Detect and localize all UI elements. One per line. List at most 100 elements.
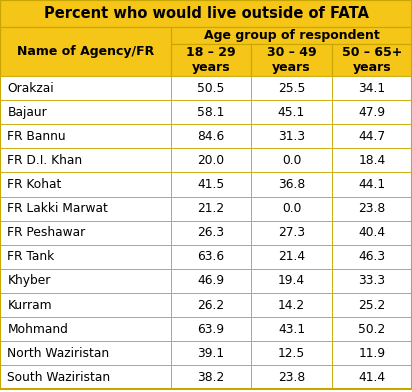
Bar xyxy=(332,245,412,269)
Bar xyxy=(251,341,332,365)
Bar xyxy=(0,269,171,293)
Text: 44.7: 44.7 xyxy=(358,130,385,143)
Text: 25.5: 25.5 xyxy=(278,82,305,94)
Text: 25.2: 25.2 xyxy=(358,299,386,312)
Text: FR Tank: FR Tank xyxy=(7,250,55,263)
Bar xyxy=(332,269,412,293)
Bar xyxy=(171,293,251,317)
Bar xyxy=(0,221,171,245)
Text: 23.8: 23.8 xyxy=(358,202,386,215)
Text: 31.3: 31.3 xyxy=(278,130,305,143)
Bar xyxy=(332,100,412,124)
Text: 12.5: 12.5 xyxy=(278,347,305,360)
Text: 34.1: 34.1 xyxy=(358,82,385,94)
Bar xyxy=(251,365,332,390)
Text: 36.8: 36.8 xyxy=(278,178,305,191)
Text: 0.0: 0.0 xyxy=(282,202,301,215)
Bar xyxy=(171,317,251,341)
Bar xyxy=(332,317,412,341)
Bar xyxy=(171,197,251,221)
Text: 26.2: 26.2 xyxy=(198,299,225,312)
Text: 46.3: 46.3 xyxy=(358,250,385,263)
Bar xyxy=(171,124,251,149)
Text: Kurram: Kurram xyxy=(7,299,52,312)
Bar xyxy=(171,100,251,124)
Text: 46.9: 46.9 xyxy=(198,274,225,287)
Bar xyxy=(251,221,332,245)
Text: 14.2: 14.2 xyxy=(278,299,305,312)
Text: 39.1: 39.1 xyxy=(198,347,225,360)
Bar xyxy=(0,100,171,124)
Bar xyxy=(0,293,171,317)
Text: 43.1: 43.1 xyxy=(278,323,305,336)
Bar xyxy=(171,245,251,269)
Text: 44.1: 44.1 xyxy=(358,178,385,191)
Text: 21.2: 21.2 xyxy=(198,202,225,215)
Bar xyxy=(332,44,412,76)
Text: FR Peshawar: FR Peshawar xyxy=(7,226,86,239)
Bar xyxy=(171,76,251,100)
Bar xyxy=(332,221,412,245)
Text: 38.2: 38.2 xyxy=(197,371,225,384)
Text: FR Lakki Marwat: FR Lakki Marwat xyxy=(7,202,108,215)
Bar xyxy=(0,0,412,27)
Text: FR Kohat: FR Kohat xyxy=(7,178,62,191)
Text: 84.6: 84.6 xyxy=(197,130,225,143)
Bar xyxy=(332,293,412,317)
Bar xyxy=(332,172,412,197)
Text: 27.3: 27.3 xyxy=(278,226,305,239)
Bar xyxy=(251,172,332,197)
Bar xyxy=(0,149,171,172)
Text: Mohmand: Mohmand xyxy=(7,323,68,336)
Bar xyxy=(251,197,332,221)
Text: FR D.I. Khan: FR D.I. Khan xyxy=(7,154,82,167)
Bar xyxy=(171,221,251,245)
Bar xyxy=(251,245,332,269)
Bar xyxy=(251,317,332,341)
Bar xyxy=(171,269,251,293)
Text: 50.2: 50.2 xyxy=(358,323,386,336)
Bar xyxy=(251,293,332,317)
Bar xyxy=(332,124,412,149)
Bar xyxy=(171,172,251,197)
Text: 47.9: 47.9 xyxy=(358,106,385,119)
Text: 41.4: 41.4 xyxy=(358,371,385,384)
Bar xyxy=(251,44,332,76)
Bar xyxy=(332,76,412,100)
Text: 19.4: 19.4 xyxy=(278,274,305,287)
Text: Bajaur: Bajaur xyxy=(7,106,47,119)
Bar xyxy=(0,124,171,149)
Text: 18 – 29
years: 18 – 29 years xyxy=(186,46,236,74)
Bar xyxy=(0,245,171,269)
Text: Age group of respondent: Age group of respondent xyxy=(204,29,379,42)
Bar xyxy=(171,149,251,172)
Text: 50.5: 50.5 xyxy=(197,82,225,94)
Text: 50 – 65+
years: 50 – 65+ years xyxy=(342,46,402,74)
Bar xyxy=(251,76,332,100)
Text: 11.9: 11.9 xyxy=(358,347,385,360)
Bar xyxy=(0,317,171,341)
Text: 33.3: 33.3 xyxy=(358,274,385,287)
Text: South Waziristan: South Waziristan xyxy=(7,371,110,384)
Bar xyxy=(332,341,412,365)
Bar xyxy=(0,341,171,365)
Text: North Waziristan: North Waziristan xyxy=(7,347,110,360)
Bar xyxy=(171,27,412,44)
Text: 41.5: 41.5 xyxy=(197,178,225,191)
Text: Orakzai: Orakzai xyxy=(7,82,54,94)
Text: 58.1: 58.1 xyxy=(197,106,225,119)
Bar xyxy=(0,365,171,390)
Bar xyxy=(251,124,332,149)
Text: Percent who would live outside of FATA: Percent who would live outside of FATA xyxy=(44,6,368,21)
Text: 63.6: 63.6 xyxy=(198,250,225,263)
Text: 26.3: 26.3 xyxy=(198,226,225,239)
Text: 20.0: 20.0 xyxy=(198,154,225,167)
Bar xyxy=(171,44,251,76)
Bar xyxy=(332,197,412,221)
Text: 18.4: 18.4 xyxy=(358,154,386,167)
Text: Name of Agency/FR: Name of Agency/FR xyxy=(17,45,154,58)
Text: 40.4: 40.4 xyxy=(358,226,385,239)
Text: Khyber: Khyber xyxy=(7,274,51,287)
Bar xyxy=(171,365,251,390)
Bar xyxy=(332,149,412,172)
